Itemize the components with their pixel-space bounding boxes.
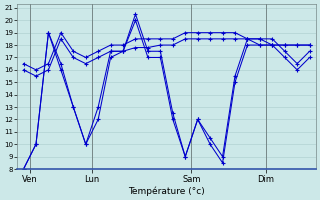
X-axis label: Température (°c): Température (°c) xyxy=(128,186,205,196)
